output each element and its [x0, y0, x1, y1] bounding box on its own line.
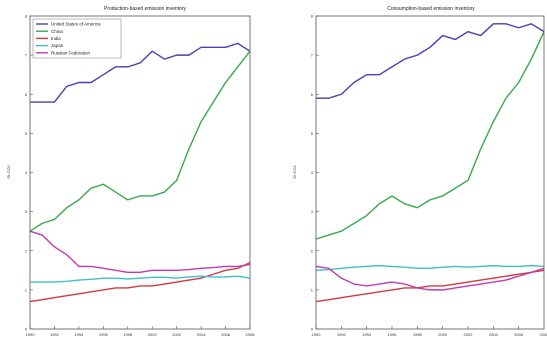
series-line-russian-federation — [315, 265, 545, 291]
series-line-china — [315, 31, 545, 240]
production-plot-area: 0 1 2 3 4 5 6 7 8 1990 1992 1994 1996 1998 2000 2002 200… — [25, 14, 255, 338]
series-line-united-states-of-america — [316, 23, 545, 99]
y-tick-label: 6 — [311, 92, 314, 97]
y-tick-label: 3 — [311, 209, 314, 214]
x-tick-label: 1992 — [337, 332, 347, 337]
consumption-y-axis-label: Gt CO2 — [292, 164, 297, 178]
x-tick-label: 2004 — [197, 332, 207, 337]
x-tick-label: 1990 — [312, 332, 322, 337]
y-tick-label: 7 — [311, 53, 314, 58]
y-tick-label: 4 — [25, 170, 28, 175]
production-axes-frame — [29, 15, 251, 330]
legend-entry-india: India — [51, 36, 61, 41]
x-tick-label: 2008 — [246, 332, 256, 337]
y-tick-label: 7 — [25, 53, 28, 58]
y-tick-label: 4 — [311, 170, 314, 175]
x-tick-label: 1994 — [74, 332, 84, 337]
production-panel: Production-based emission inventory Gt C… — [6, 6, 255, 337]
x-tick-label: 2000 — [438, 332, 448, 337]
x-tick-label: 2000 — [148, 332, 158, 337]
x-tick-label: 1990 — [26, 332, 36, 337]
legend-entry-japan: Japan — [51, 43, 64, 48]
x-tick-label: 1992 — [50, 332, 60, 337]
x-tick-label: 1998 — [413, 332, 423, 337]
series-line-japan — [30, 275, 251, 283]
x-tick-label: 2008 — [540, 332, 547, 337]
legend-entry-russian-federation: Russian Federation — [51, 50, 91, 55]
y-tick-label: 1 — [25, 287, 28, 292]
series-line-united-states-of-america — [30, 42, 251, 103]
x-tick-label: 1998 — [123, 332, 133, 337]
consumption-plot-area: 0 1 2 3 4 5 6 7 8 1990 1992 1994 1996 1998 2000 2002 200… — [311, 14, 547, 338]
y-tick-label: 1 — [311, 287, 314, 292]
x-tick-label: 2004 — [489, 332, 499, 337]
y-tick-label: 0 — [25, 327, 28, 332]
consumption-chart-title: Consumption-based emission inventory — [387, 6, 475, 12]
y-tick-label: 5 — [311, 131, 314, 136]
consumption-panel: Consumption-based emission inventory Gt … — [292, 6, 547, 337]
legend-entry-china: China — [51, 29, 63, 34]
y-tick-label: 0 — [311, 327, 314, 332]
series-line-japan — [315, 264, 545, 272]
series-line-russian-federation — [29, 230, 251, 273]
x-tick-label: 2006 — [221, 332, 231, 337]
x-tick-label: 2002 — [464, 332, 474, 337]
x-tick-label: 1996 — [388, 332, 398, 337]
y-tick-label: 8 — [25, 14, 28, 19]
y-tick-label: 6 — [25, 92, 28, 97]
consumption-axes-frame — [315, 15, 545, 330]
production-legend: United States of America China India Japan R… — [32, 18, 122, 59]
x-tick-label: 1994 — [362, 332, 372, 337]
production-chart-title: Production-based emission inventory — [104, 6, 186, 12]
x-tick-label: 2006 — [514, 332, 524, 337]
series-line-india — [29, 261, 251, 303]
series-line-india — [315, 269, 545, 303]
x-tick-label: 1996 — [99, 332, 109, 337]
series-line-china — [29, 50, 251, 232]
x-tick-label: 2002 — [172, 332, 182, 337]
legend-entry-united-states-of-america: United States of America — [51, 22, 101, 27]
production-y-axis-label: Gt CO2 — [6, 164, 11, 178]
y-tick-label: 2 — [311, 248, 314, 253]
y-tick-label: 8 — [311, 14, 314, 19]
y-tick-label: 3 — [25, 209, 28, 214]
y-tick-label: 2 — [25, 248, 28, 253]
y-tick-label: 5 — [25, 131, 28, 136]
